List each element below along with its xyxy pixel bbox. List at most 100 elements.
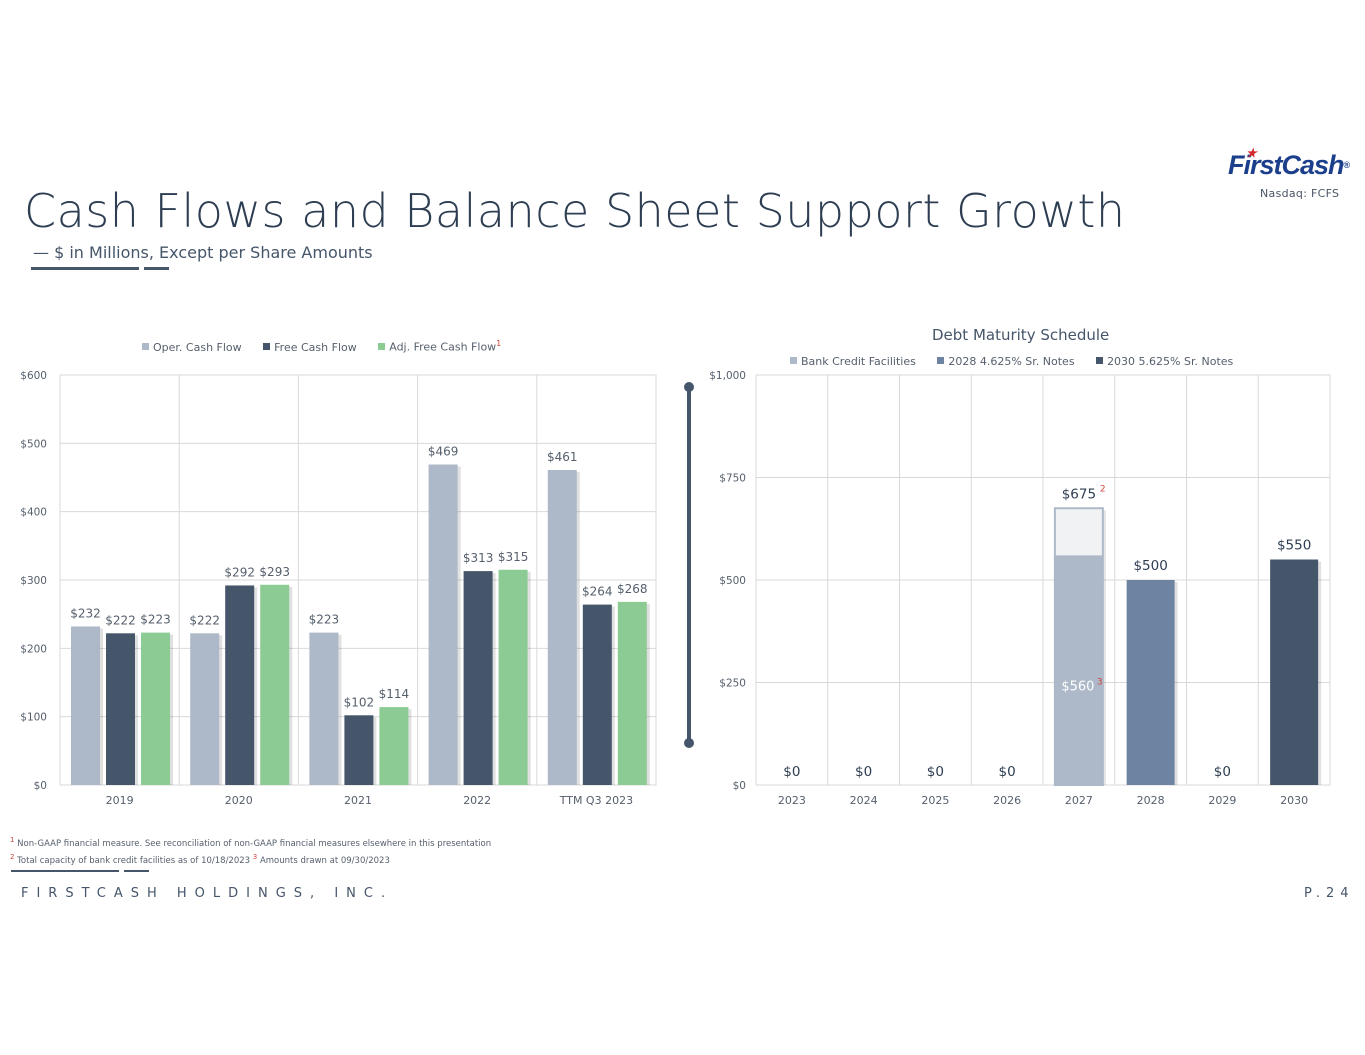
bar — [1126, 580, 1175, 785]
debt-chart-title: Debt Maturity Schedule — [932, 326, 1110, 344]
data-label: $232 — [70, 606, 101, 620]
footer-page-number: P.24 — [1304, 886, 1355, 901]
legend-item-2030-notes: 2030 5.625% Sr. Notes — [1096, 355, 1233, 368]
inner-value-label: $560 — [1061, 680, 1094, 695]
legend-swatch — [142, 342, 149, 350]
data-label: $102 — [344, 695, 375, 709]
bar — [617, 601, 647, 785]
bar — [309, 632, 339, 785]
legend-label: Bank Credit Facilities — [801, 355, 916, 368]
data-label: $264 — [582, 585, 613, 599]
bar — [260, 584, 290, 785]
bar — [547, 469, 577, 785]
bar — [71, 626, 100, 785]
x-tick-label: 2020 — [225, 794, 253, 807]
legend-item-bank: Bank Credit Facilities — [790, 355, 916, 368]
x-tick-label: 2021 — [344, 794, 372, 807]
title-underline-short — [144, 267, 169, 270]
bar — [190, 633, 220, 785]
footnote-text: Total capacity of bank credit facilities… — [17, 855, 251, 866]
legend-label: Adj. Free Cash Flow — [389, 340, 497, 354]
title-underline-long — [31, 267, 139, 270]
bar — [379, 707, 409, 785]
footnote-marker: 2 — [10, 853, 15, 861]
x-tick-label: 2030 — [1280, 794, 1308, 807]
footnote-2: 2 Total capacity of bank credit faciliti… — [10, 853, 390, 866]
ticker-label: Nasdaq: FCFS — [1260, 187, 1340, 200]
data-label: $461 — [547, 450, 578, 464]
data-label: $469 — [428, 445, 459, 459]
bar — [582, 604, 612, 785]
chart-divider — [687, 386, 691, 744]
x-tick-label: 2019 — [106, 794, 134, 807]
footnote-marker: 3 — [252, 853, 258, 861]
total-label: $0 — [999, 764, 1016, 780]
footnote-marker: 2 — [1100, 484, 1106, 494]
data-label: $223 — [140, 613, 171, 627]
x-tick-label: 2024 — [850, 794, 878, 807]
page-subtitle: — $ in Millions, Except per Share Amount… — [33, 243, 373, 262]
legend-item-free: Free Cash Flow — [263, 341, 357, 354]
y-tick-label: $100 — [20, 712, 47, 724]
footnote-marker: 3 — [1097, 678, 1103, 688]
star-icon: ★ — [1246, 146, 1257, 160]
footer-rule-long — [11, 870, 119, 872]
data-label: $292 — [224, 565, 255, 579]
x-tick-label: 2023 — [778, 794, 806, 807]
y-tick-label: $200 — [20, 643, 47, 655]
y-tick-label: $1,000 — [709, 370, 746, 382]
bar — [1270, 559, 1319, 785]
total-label: $675 — [1062, 486, 1096, 502]
legend-footnote-marker: 1 — [496, 339, 502, 348]
legend-item-2028-notes: 2028 4.625% Sr. Notes — [937, 355, 1075, 368]
x-tick-label: 2022 — [463, 794, 491, 807]
legend-label: 2030 5.625% Sr. Notes — [1107, 355, 1234, 368]
footnote-text: Non-GAAP financial measure. See reconcil… — [17, 838, 492, 849]
footer-rule-short — [124, 870, 149, 872]
footnote-text: Amounts drawn at 09/30/2023 — [259, 855, 390, 866]
legend-swatch — [937, 357, 945, 364]
y-tick-label: $300 — [20, 575, 47, 587]
legend-item-adj: Adj. Free Cash Flow1 — [378, 339, 501, 354]
total-label: $0 — [855, 764, 872, 780]
legend-label: Free Cash Flow — [274, 340, 357, 354]
y-tick-label: $750 — [719, 473, 746, 485]
y-tick-label: $400 — [20, 507, 47, 519]
data-label: $114 — [379, 687, 410, 701]
data-label: $223 — [309, 613, 340, 627]
total-label: $500 — [1133, 558, 1167, 574]
footnote-marker: 1 — [10, 836, 15, 844]
footnote-1: 1 Non-GAAP financial measure. See reconc… — [10, 836, 491, 849]
chart-divider-dot-bottom — [684, 738, 694, 748]
bar — [428, 464, 458, 785]
legend-swatch — [1096, 357, 1104, 364]
legend-swatch — [790, 357, 797, 364]
total-label: $0 — [1214, 764, 1231, 780]
y-tick-label: $500 — [719, 575, 746, 587]
legend-swatch — [263, 342, 271, 350]
x-tick-label: 2028 — [1137, 794, 1165, 807]
x-tick-label: 2029 — [1208, 794, 1236, 807]
bar — [141, 632, 170, 785]
cashflow-chart: $0 $100 $200 $300 $400 $500 $600 $232 $222 $223 20… — [20, 370, 657, 807]
logo-word: FirstCash — [1228, 150, 1345, 180]
data-label: $313 — [463, 551, 494, 565]
x-tick-label: 2026 — [993, 794, 1021, 807]
bar — [106, 633, 135, 785]
logo-wordmark: ★ FirstCash® — [1228, 146, 1356, 180]
data-label: $268 — [617, 582, 648, 596]
debt-legend: Bank Credit Facilities 2028 4.625% Sr. N… — [790, 355, 1251, 368]
total-label: $550 — [1277, 538, 1311, 554]
total-label: $0 — [927, 764, 944, 780]
bar — [1054, 555, 1103, 785]
x-tick-label: TTM Q3 2023 — [559, 794, 633, 807]
y-tick-label: $0 — [733, 780, 746, 792]
data-label: $222 — [105, 613, 136, 627]
total-label: $0 — [783, 764, 800, 780]
data-label: $315 — [498, 550, 529, 564]
page-title: Cash Flows and Balance Sheet Support Gro… — [24, 184, 1126, 238]
y-tick-label: $500 — [20, 438, 47, 450]
debt-maturity-chart: $0 $250 $500 $750 $1,000 $0 2023 $0 2024 $0 2025 $0… — [709, 370, 1331, 807]
bar — [498, 569, 528, 785]
y-tick-label: $600 — [20, 370, 47, 382]
